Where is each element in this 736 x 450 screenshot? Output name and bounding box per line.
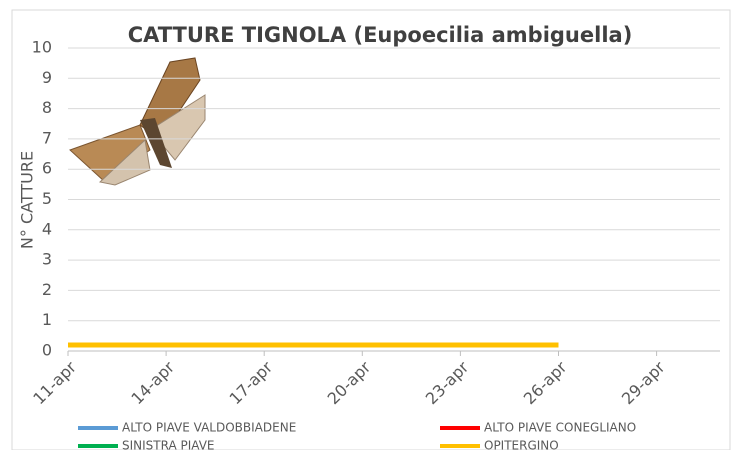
- y-tick-label: 2: [42, 280, 52, 299]
- legend-label: OPITERGINO: [484, 439, 559, 450]
- chart-title: CATTURE TIGNOLA (Eupoecilia ambiguella): [128, 23, 633, 47]
- legend-label: SINISTRA PIAVE: [122, 439, 215, 450]
- legend-label: ALTO PIAVE VALDOBBIADENE: [122, 421, 296, 435]
- y-tick-label: 0: [42, 341, 52, 360]
- page: {"chart_data": {"type": "line", "title":…: [0, 0, 736, 450]
- y-tick-label: 5: [42, 189, 52, 208]
- y-tick-label: 10: [32, 38, 52, 57]
- x-tick-label: 23-apr: [422, 357, 473, 408]
- x-tick-label: 17-apr: [226, 357, 277, 408]
- y-axis-label: N° CATTURE: [18, 151, 37, 249]
- y-tick-label: 3: [42, 250, 52, 269]
- x-tick-label: 20-apr: [324, 357, 375, 408]
- y-tick-label: 6: [42, 159, 52, 178]
- moth-illustration: [70, 58, 205, 185]
- y-tick-label: 9: [42, 68, 52, 87]
- y-tick-label: 1: [42, 310, 52, 329]
- chart: CATTURE TIGNOLA (Eupoecilia ambiguella) …: [0, 0, 736, 450]
- x-tick-label: 11-apr: [29, 357, 80, 408]
- y-tick-label: 7: [42, 128, 52, 147]
- legend-label: ALTO PIAVE CONEGLIANO: [484, 421, 636, 435]
- y-tick-label: 4: [42, 219, 52, 238]
- x-tick-label: 29-apr: [618, 357, 669, 408]
- x-tick-label: 26-apr: [520, 357, 571, 408]
- y-tick-label: 8: [42, 98, 52, 117]
- x-tick-label: 14-apr: [127, 357, 178, 408]
